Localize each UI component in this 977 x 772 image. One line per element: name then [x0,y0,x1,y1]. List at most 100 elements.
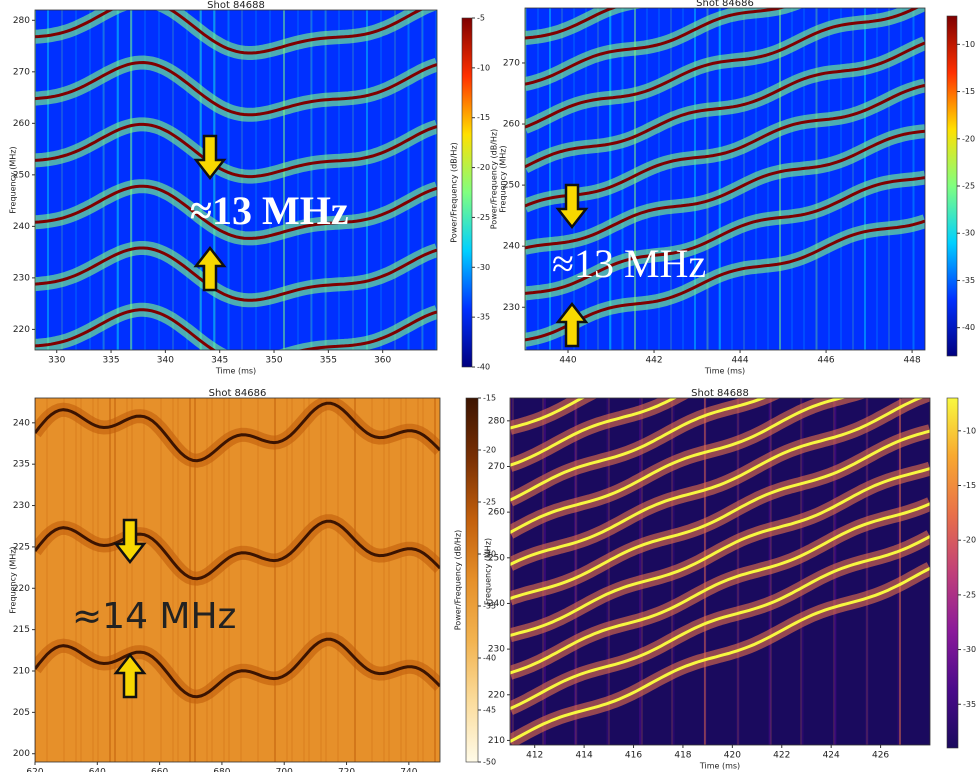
x-tick-label: 442 [645,356,662,366]
y-tick-label: 220 [13,325,30,335]
colorbar-label: Power/Frequency (dB/Hz) [450,142,459,242]
colorbar-tick-label: -30 [483,550,496,559]
mode-band-core [510,398,847,534]
mode-band-core [35,637,440,699]
arrow [555,301,589,348]
y-tick-label: 210 [13,667,30,677]
y-axis-label: Frequency (MHz) [484,538,493,605]
y-tick-label: 200 [13,749,30,759]
colorbar [465,397,479,763]
colorbar-tick-label: -40 [477,363,490,372]
spectrogram-panel: 330 335 340 345 350 355 360 220 230 240 250 260 270 2… [9,0,491,376]
mode-band-core [510,566,930,743]
chart-title: Shot 84688 [207,0,265,11]
colorbar-tick-label: -25 [963,590,976,599]
colorbar-tick-label: -50 [483,758,496,767]
y-tick-label: 280 [488,416,505,426]
mode-band-core [510,467,930,637]
y-tick-label: 230 [488,645,505,655]
colorbar-tick-label: -15 [962,87,975,96]
spectrogram-panel: 412 414 416 418 420 422 424 426 210 220 230 240 250 2… [484,388,977,771]
x-tick-label: 340 [157,356,174,366]
x-tick-label: 426 [872,751,889,761]
x-tick-label: 720 [338,768,355,772]
mode-band-core [525,8,617,40]
plot-background [35,398,440,762]
plot-frame [509,397,931,746]
mode-band-core [35,60,437,117]
mode-band-core [510,502,930,675]
x-tick-label: 444 [731,356,748,366]
x-tick-label: 412 [526,751,543,761]
x-tick-label: 446 [817,356,834,366]
colorbar-tick-label: -15 [963,481,976,490]
y-tick-label: 270 [488,462,505,472]
x-axis-label: Time (ms) [699,762,740,771]
arrow [193,134,227,181]
y-tick-label: 270 [13,67,30,77]
mode-band-core [525,219,925,342]
x-axis-label: Time (ms) [704,367,745,376]
y-axis-label: Frequency (MHz) [499,145,508,212]
mode-band-core [510,398,767,502]
colorbar-tick-label: -25 [483,498,496,507]
mode-band-core [525,176,925,295]
colorbar-tick-label: -10 [477,63,490,72]
spacing-annotation: ≈13 MHz [552,241,706,286]
x-tick-label: 640 [89,768,106,772]
x-tick-label: 424 [823,751,840,761]
x-tick-label: 700 [276,768,293,772]
colorbar-tick-label: -40 [962,323,975,332]
y-tick-label: 250 [503,181,520,191]
mode-band-core [35,401,440,463]
colorbar-tick-label: -35 [963,700,976,709]
x-tick-label: 360 [374,356,391,366]
colorbar-tick-label: -15 [483,394,496,403]
mode-band-core [510,398,924,566]
colorbar [946,15,958,357]
x-tick-label: 660 [151,768,168,772]
spectrogram-image [525,8,925,350]
colorbar-tick-label: -30 [963,645,976,654]
spectrogram-panel: 620 640 660 680 700 720 740 200 205 210 215 220 225 2… [9,388,497,772]
colorbar-tick-label: -25 [477,213,490,222]
y-tick-label: 250 [13,170,30,180]
colorbar-tick-label: -15 [477,113,490,122]
chart-title: Shot 84688 [691,388,749,399]
x-tick-label: 422 [773,751,790,761]
colorbar-tick-label: -35 [962,276,975,285]
y-axis-label-overlap: Power/Frequency (dB/Hz) [490,129,499,229]
mode-band-core [510,398,678,467]
x-tick-label: 418 [674,751,691,761]
arrow [555,183,589,230]
y-tick-label: 225 [13,542,30,552]
spectrogram-image [510,398,930,745]
mode-band-core [510,535,930,710]
y-axis-label: Frequency (MHz) [9,146,18,213]
colorbar-tick-label: -20 [477,163,490,172]
y-tick-label: 220 [13,584,30,594]
y-tick-label: 260 [503,120,520,130]
mode-band-core [510,398,586,430]
x-tick-label: 448 [904,356,921,366]
x-tick-label: 350 [265,356,282,366]
y-tick-label: 210 [488,736,505,746]
colorbar-tick-label: -20 [483,446,496,455]
colorbar-label: Power/Frequency (dB/Hz) [454,530,463,630]
plot-frame [34,9,438,351]
y-tick-label: 230 [13,273,30,283]
colorbar [946,397,959,749]
mode-band-core [525,83,925,208]
spacing-annotation: ≈14 MHz [72,596,236,637]
x-tick-label: 620 [26,768,43,772]
x-tick-label: 345 [211,356,228,366]
y-tick-label: 240 [488,599,505,609]
x-axis-label: Time (ms) [215,367,256,376]
spectrogram-image [35,10,437,350]
mode-band-core [510,429,930,601]
x-tick-label: 420 [724,751,741,761]
y-tick-label: 235 [13,460,30,470]
x-tick-label: 740 [400,768,417,772]
plot-frame [34,397,441,763]
